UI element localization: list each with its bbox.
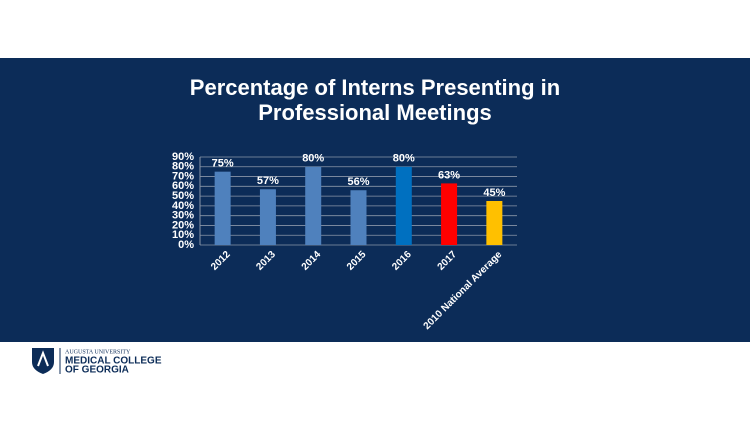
y-tick-label: 80% (172, 161, 194, 173)
value-label: 56% (347, 176, 369, 188)
y-tick-label: 0% (178, 239, 194, 251)
university-name: AUGUSTA UNIVERSITY (65, 349, 131, 355)
logo-mark (37, 350, 49, 367)
value-label: 63% (438, 169, 460, 181)
y-tick-label: 10% (172, 229, 194, 241)
y-tick-label: 60% (172, 180, 194, 192)
value-label: 45% (483, 187, 505, 199)
value-label: 57% (257, 175, 279, 187)
y-tick-label: 90% (172, 151, 194, 163)
logo-shield (32, 348, 54, 374)
y-tick-label: 30% (172, 210, 194, 222)
bar (350, 190, 367, 245)
bar (486, 201, 503, 245)
slide-background (0, 58, 750, 342)
y-tick-label: 50% (172, 190, 194, 202)
value-label: 80% (302, 153, 324, 165)
bar (395, 166, 412, 245)
bar (259, 189, 276, 245)
y-tick-label: 70% (172, 170, 194, 182)
bar (214, 171, 231, 245)
college-name: MEDICAL COLLEGE (65, 356, 162, 367)
chart-title: Professional Meetings (258, 100, 492, 125)
y-tick-label: 40% (172, 200, 194, 212)
bar (305, 166, 322, 245)
bar (441, 183, 458, 245)
value-label: 75% (212, 158, 234, 170)
chart-title: Percentage of Interns Presenting in (190, 75, 560, 100)
college-name: OF GEORGIA (65, 365, 129, 376)
value-label: 80% (393, 153, 415, 165)
y-tick-label: 20% (172, 219, 194, 231)
logo: AUGUSTA UNIVERSITY MEDICAL COLLEGE OF GE… (32, 348, 162, 376)
